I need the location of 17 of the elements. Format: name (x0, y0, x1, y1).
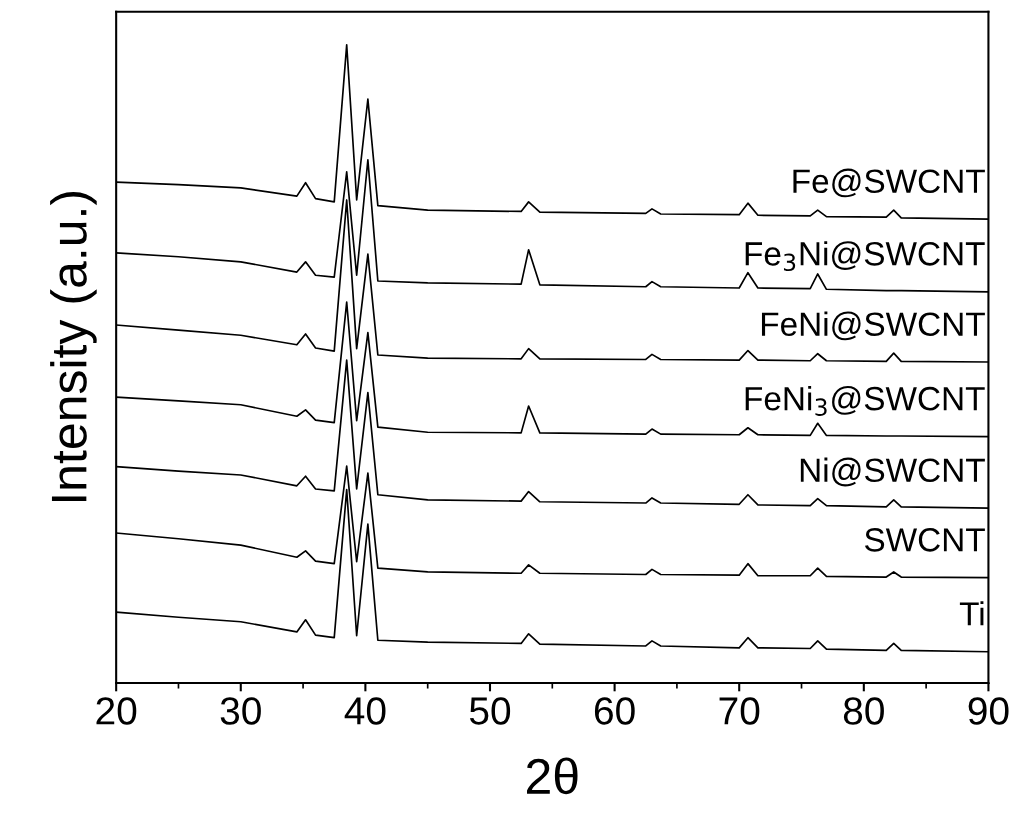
series-label: Fe@SWCNT (793, 168, 985, 198)
x-tick-label: 60 (594, 697, 635, 725)
series-label: Fe$_{3}$Ni@SWCNT (745, 241, 985, 272)
series-label: Ti (959, 601, 984, 626)
x-tick-label: 80 (843, 697, 884, 725)
series-label: FeNi@SWCNT (761, 311, 985, 341)
y-axis-title: Intensity (a.u.) (50, 192, 97, 502)
series-label: FeNi$_{3}$@SWCNT (745, 385, 985, 416)
x-tick-label: 70 (719, 697, 760, 725)
x-tick-label: 30 (220, 697, 261, 725)
series-label: SWCNT (864, 528, 985, 552)
x-axis-title: 2θ (527, 757, 578, 795)
x-tick-label: 20 (96, 697, 137, 725)
x-tick-label: 50 (469, 697, 511, 725)
x-tick-label: 40 (344, 697, 386, 725)
series-label: Ni@SWCNT (800, 457, 985, 487)
x-tick-label: 90 (968, 697, 1009, 725)
